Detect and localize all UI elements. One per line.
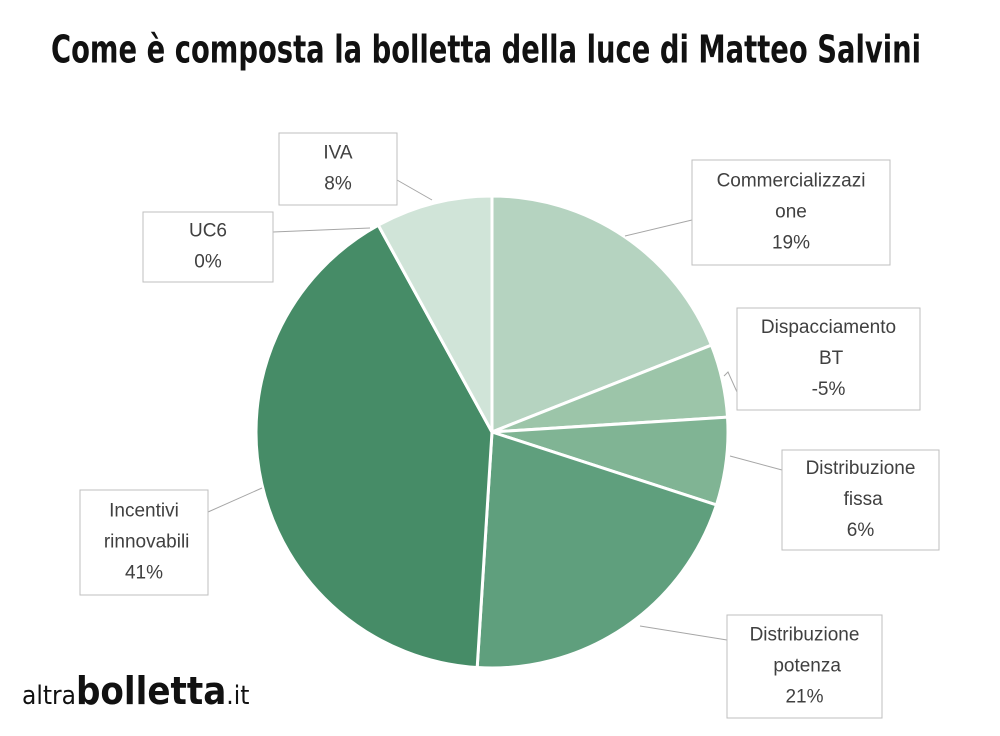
leader-line	[729, 455, 783, 471]
label-box	[79, 489, 209, 596]
value-label: 19%	[772, 233, 810, 254]
label-name: Distribuzione potenza	[750, 625, 860, 677]
leader-line	[207, 487, 263, 513]
value-label: 41%	[125, 563, 163, 584]
leader-line	[272, 227, 371, 233]
logo-suffix: .it	[226, 681, 249, 711]
label-name: UC6	[189, 221, 227, 242]
value-label: 8%	[324, 174, 352, 195]
value-label: -5%	[812, 379, 846, 400]
label-name: Distribuzione fissa	[806, 458, 916, 510]
logo-prefix: altra	[22, 681, 76, 711]
label-box	[142, 211, 274, 283]
value-label: 6%	[847, 520, 875, 541]
pie-slice	[490, 194, 714, 435]
logo: altrabolletta.it	[22, 669, 249, 713]
pie-slice	[254, 223, 494, 670]
leader-line	[639, 625, 728, 641]
label-box	[781, 449, 940, 551]
value-label: 0%	[194, 252, 222, 273]
leader-line	[624, 219, 693, 237]
logo-main: bolletta	[76, 669, 226, 713]
label-box	[278, 132, 398, 206]
label-name: Commercializzazi one	[717, 171, 866, 223]
value-label: 21%	[785, 687, 823, 708]
label-name: IVA	[323, 143, 353, 164]
pie-slice	[475, 429, 719, 670]
chart-title: Come è composta la bolletta della luce d…	[51, 28, 921, 72]
label-box	[736, 307, 921, 411]
label-box	[726, 614, 883, 719]
label-box	[691, 159, 891, 266]
label-name: Dispacciamento BT	[761, 317, 896, 369]
leader-line	[723, 371, 738, 393]
leader-line	[396, 179, 433, 201]
pie-slice	[376, 194, 494, 433]
label-name: Incentivi rinnovabili	[99, 501, 190, 553]
